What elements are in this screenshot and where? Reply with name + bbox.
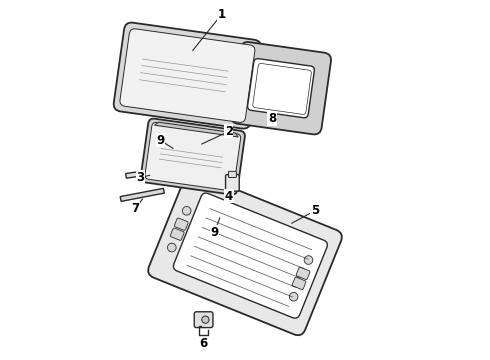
- FancyBboxPatch shape: [174, 218, 188, 230]
- FancyBboxPatch shape: [173, 193, 327, 318]
- Text: 4: 4: [225, 190, 233, 203]
- Text: 1: 1: [218, 8, 226, 21]
- Text: 9: 9: [156, 134, 165, 147]
- Text: 8: 8: [268, 112, 276, 125]
- Circle shape: [304, 256, 313, 264]
- Text: 9: 9: [210, 226, 219, 239]
- FancyBboxPatch shape: [253, 63, 311, 114]
- Text: 3: 3: [137, 171, 145, 184]
- FancyBboxPatch shape: [148, 172, 342, 335]
- FancyBboxPatch shape: [194, 312, 213, 328]
- Text: 7: 7: [131, 202, 139, 215]
- FancyBboxPatch shape: [225, 175, 239, 191]
- Polygon shape: [125, 166, 175, 178]
- FancyBboxPatch shape: [228, 171, 236, 177]
- FancyBboxPatch shape: [247, 59, 315, 118]
- Polygon shape: [120, 188, 164, 201]
- Text: 2: 2: [225, 125, 233, 138]
- FancyBboxPatch shape: [231, 42, 331, 134]
- Text: 6: 6: [199, 337, 208, 350]
- FancyBboxPatch shape: [114, 23, 261, 129]
- Polygon shape: [154, 122, 238, 137]
- Circle shape: [182, 207, 191, 215]
- Circle shape: [289, 292, 298, 301]
- FancyBboxPatch shape: [141, 118, 245, 195]
- FancyBboxPatch shape: [120, 29, 255, 122]
- Circle shape: [202, 316, 209, 323]
- Text: 5: 5: [311, 204, 319, 217]
- FancyBboxPatch shape: [171, 228, 184, 240]
- FancyBboxPatch shape: [292, 277, 306, 289]
- FancyBboxPatch shape: [296, 267, 310, 280]
- FancyBboxPatch shape: [145, 122, 241, 191]
- Circle shape: [168, 243, 176, 252]
